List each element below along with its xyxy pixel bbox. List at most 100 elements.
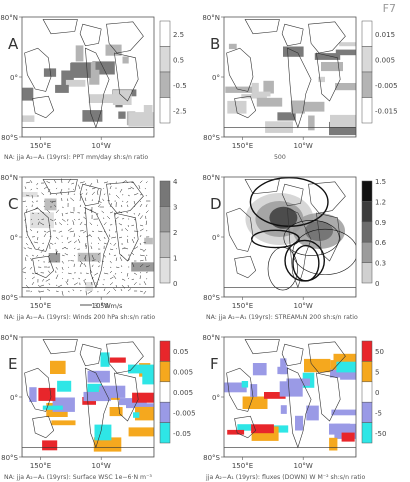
contour-line [249, 177, 329, 227]
wind-vector [139, 228, 144, 232]
wind-vector [133, 282, 137, 286]
wind-vector [48, 283, 51, 286]
wind-vector [67, 240, 72, 244]
continent-outline [234, 95, 257, 119]
shaded-region [329, 437, 338, 451]
x-tick-label: 10°W [294, 302, 313, 310]
panel-letter: A [8, 35, 19, 53]
wind-vector [97, 252, 101, 256]
wind-vector [41, 192, 45, 196]
wind-vector [79, 262, 82, 268]
continent-outline [114, 212, 139, 262]
wind-vector [24, 278, 27, 280]
wind-vector [79, 221, 83, 226]
wind-vector [43, 230, 47, 233]
wind-vector [131, 224, 135, 227]
continent-outline [79, 343, 102, 367]
x-tick-label: 150°E [30, 142, 51, 150]
shaded-region [43, 68, 57, 77]
wind-vector [103, 222, 107, 226]
wind-vector [139, 224, 144, 227]
colorbar-segment [159, 97, 171, 124]
wind-vector [139, 248, 144, 251]
x-tick-label: 10°W [92, 302, 111, 310]
wind-vector [73, 218, 76, 221]
shaded-region [55, 84, 69, 93]
wind-vector [83, 263, 87, 268]
continent-outline [85, 207, 110, 289]
shaded-region [321, 62, 343, 72]
wind-vector [29, 266, 33, 270]
wind-vector [67, 223, 69, 226]
wind-vector [79, 204, 82, 208]
shaded-region [269, 206, 298, 229]
continent-outline [32, 95, 55, 119]
shaded-region [70, 62, 91, 78]
wind-vector [24, 218, 27, 221]
wind-vector [133, 236, 136, 239]
wind-vector [119, 257, 123, 262]
wind-vector [69, 230, 75, 233]
wind-vector [144, 187, 147, 190]
panel-letter: C [8, 195, 18, 213]
wind-vector [133, 193, 139, 196]
wind-vector [22, 271, 27, 274]
wind-vector [138, 185, 141, 190]
wind-vector [97, 190, 99, 196]
colorbar-segment [361, 20, 373, 47]
shaded-region [87, 370, 110, 383]
y-tick-label: 80°N [202, 334, 220, 342]
wind-vector [115, 257, 118, 262]
shaded-region [42, 405, 63, 410]
wind-vector [72, 188, 75, 190]
continent-outline [42, 339, 78, 355]
wind-vector [85, 182, 87, 185]
continent-outline [234, 255, 257, 279]
shaded-region [22, 87, 34, 101]
panel-caption: NA: jja A₂−A₁ (19yrs): Surface WSC 1e−6·… [4, 474, 152, 481]
x-tick-label: 10°W [294, 462, 313, 470]
wind-vector [64, 253, 69, 256]
wind-vector [70, 211, 75, 214]
shaded-region [225, 86, 253, 93]
wind-vector [127, 284, 129, 288]
panel-letter: B [210, 35, 220, 53]
wind-vector [139, 259, 144, 262]
wind-vector [109, 270, 113, 274]
continent-outline [308, 181, 346, 214]
wind-vector [109, 252, 111, 256]
wind-vector [118, 223, 123, 226]
shaded-region [51, 420, 76, 426]
wind-vector [72, 289, 75, 292]
shaded-region [132, 392, 154, 403]
y-tick-label: 80°N [0, 174, 18, 182]
wind-vector [66, 198, 69, 202]
wind-vector [78, 277, 81, 280]
wind-vector [54, 242, 57, 244]
shaded-region [250, 384, 258, 397]
continent-outline [85, 47, 110, 129]
shaded-region [255, 91, 271, 97]
wind-vector [31, 254, 35, 257]
continent-outline [106, 181, 144, 214]
y-tick-label: 0° [212, 74, 220, 82]
wind-vector [103, 242, 107, 245]
colorbar-tick-label: 0 [173, 280, 177, 288]
colorbar-segment [159, 361, 171, 383]
shaded-region [331, 409, 356, 416]
wind-vector [84, 281, 87, 286]
wind-vector [55, 290, 59, 292]
shaded-region [335, 83, 356, 91]
wind-vector [49, 218, 54, 222]
panel-caption: 500 [274, 154, 286, 161]
wind-vector [120, 265, 123, 268]
wind-vector [109, 282, 114, 286]
wind-vector [83, 216, 87, 220]
shaded-region [131, 262, 154, 272]
wind-vector [89, 222, 93, 226]
wind-vector [126, 239, 129, 244]
continent-outline [287, 207, 312, 289]
shaded-region [133, 412, 140, 418]
wind-vector [25, 205, 27, 208]
wind-vector [55, 187, 58, 190]
